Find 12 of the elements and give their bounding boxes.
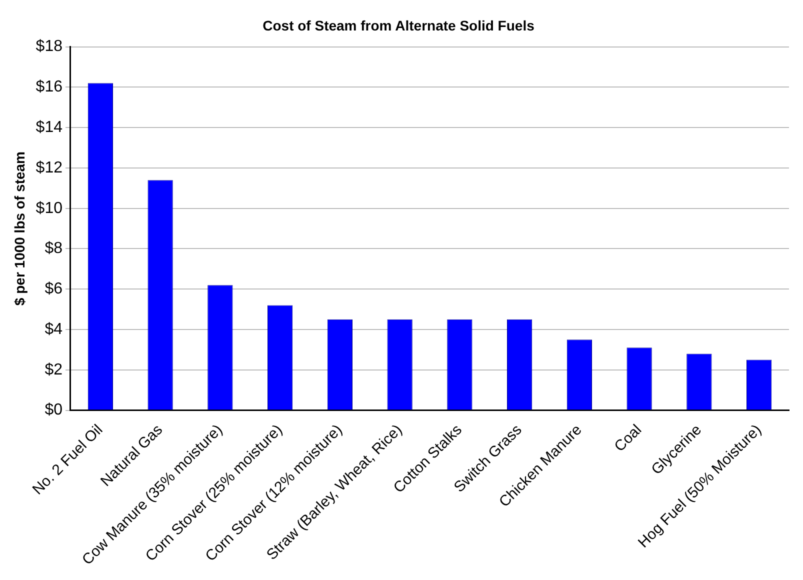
y-tick-label: $6 bbox=[44, 280, 63, 298]
y-tick-label: $2 bbox=[44, 361, 63, 378]
y-tick-label: $8 bbox=[44, 240, 63, 258]
y-tick-label: $16 bbox=[36, 78, 63, 96]
y-tick-label: $18 bbox=[36, 38, 63, 56]
y-tick-label: $10 bbox=[36, 200, 63, 217]
y-axis-title: $ per 1000 lbs of steam bbox=[11, 152, 28, 306]
y-tick-label: $4 bbox=[44, 320, 63, 338]
y-tick-label: $12 bbox=[36, 159, 63, 176]
y-tick-label: $14 bbox=[36, 118, 63, 136]
y-tick-label: $0 bbox=[44, 402, 63, 419]
chart-title: Cost of Steam from Alternate Solid Fuels bbox=[262, 17, 535, 34]
